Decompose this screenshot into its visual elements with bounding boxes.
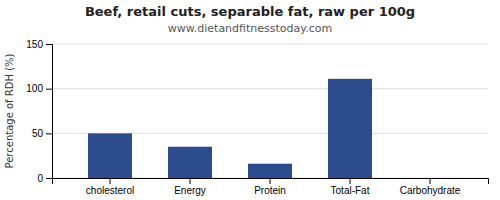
tick-label: cholesterol — [86, 185, 134, 196]
x-axis: cholesterol Energy Protein Total-Fat Carbohy… — [53, 178, 489, 196]
tick-mark — [190, 178, 191, 184]
grid — [52, 44, 488, 178]
tick-mark — [110, 178, 111, 184]
tick: Carbohydrate — [400, 178, 461, 196]
bar — [168, 147, 212, 178]
tick-mark — [46, 89, 52, 90]
tick: Protein — [254, 178, 286, 196]
tick-label: Protein — [254, 185, 286, 196]
tick: Total-Fat — [331, 178, 370, 196]
tick-label: 100 — [26, 83, 43, 94]
tick-label: Energy — [174, 185, 206, 196]
tick-mark — [46, 133, 52, 134]
plot: 0 50 100 150 cholesterol Energy Protein Total-F… — [26, 39, 488, 196]
tick-mark — [270, 178, 271, 184]
tick: cholesterol — [86, 178, 134, 196]
axis-line — [46, 45, 53, 179]
tick-label: 50 — [32, 128, 44, 139]
bar — [408, 178, 452, 179]
grid-line — [52, 44, 488, 45]
bar — [328, 79, 372, 178]
title: Beef, retail cuts, separable fat, raw pe… — [85, 4, 415, 19]
tick-label: Total-Fat — [331, 185, 370, 196]
axis-line — [53, 179, 489, 185]
tick-mark — [350, 178, 351, 184]
tick-label: 150 — [26, 39, 43, 50]
subtitle: www.dietandfitnesstoday.com — [168, 22, 332, 35]
bars — [88, 79, 372, 178]
bar — [88, 133, 132, 178]
tick: 150 — [26, 39, 52, 50]
tick: 0 — [37, 173, 52, 184]
chart: Beef, retail cuts, separable fat, raw pe… — [0, 0, 500, 200]
tick-mark — [430, 178, 431, 184]
tick-label: 0 — [37, 173, 43, 184]
tick-mark — [46, 44, 52, 45]
y-axis: 0 50 100 150 — [26, 39, 52, 184]
tick-label: Carbohydrate — [400, 185, 461, 196]
tick: 100 — [26, 83, 52, 94]
y-axis-title: Percentage of RDH (%) — [4, 53, 15, 168]
bar — [248, 164, 292, 178]
tick: Energy — [174, 178, 206, 196]
tick: 50 — [32, 128, 52, 139]
grid-line — [52, 88, 488, 89]
tick-mark — [46, 178, 52, 179]
